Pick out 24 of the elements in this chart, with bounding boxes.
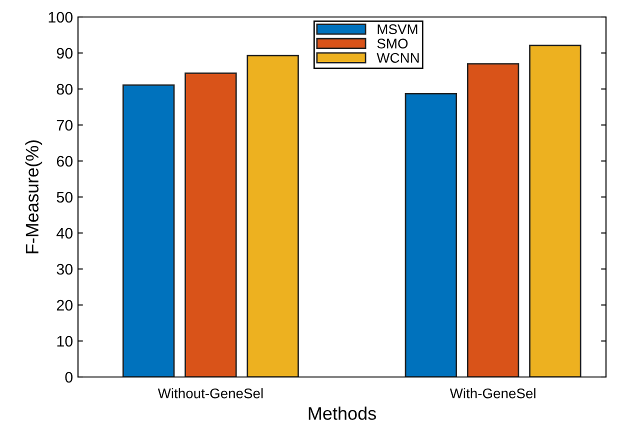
y-tick-label: 10 bbox=[57, 336, 73, 347]
y-tick-label: 50 bbox=[56, 192, 73, 203]
bar bbox=[466, 63, 520, 377]
y-tick-label: 20 bbox=[56, 300, 73, 311]
bar bbox=[404, 92, 458, 377]
y-tick-label: 70 bbox=[56, 120, 73, 131]
y-tick-label: 90 bbox=[56, 48, 73, 59]
y-tick-label: 80 bbox=[56, 84, 73, 95]
y-tick-label: 60 bbox=[56, 156, 73, 167]
x-axis-title: Methods bbox=[308, 406, 376, 420]
y-tick-label: 40 bbox=[56, 228, 73, 239]
bar bbox=[122, 84, 175, 377]
legend-label: MSVM bbox=[378, 24, 418, 34]
y-tick-label: 0 bbox=[65, 372, 73, 383]
bar bbox=[184, 72, 237, 377]
legend-label: WCNN bbox=[376, 52, 419, 63]
y-tick-label: 30 bbox=[56, 264, 73, 275]
y-axis-title: F-Measure(%) bbox=[25, 140, 42, 254]
bar bbox=[529, 44, 582, 377]
x-tick-label: With-GeneSel bbox=[450, 388, 536, 398]
x-tick-label: Without-GeneSel bbox=[158, 388, 263, 398]
bar bbox=[246, 54, 299, 377]
legend-label: SMO bbox=[377, 38, 408, 48]
y-tick-label: 100 bbox=[48, 12, 73, 23]
